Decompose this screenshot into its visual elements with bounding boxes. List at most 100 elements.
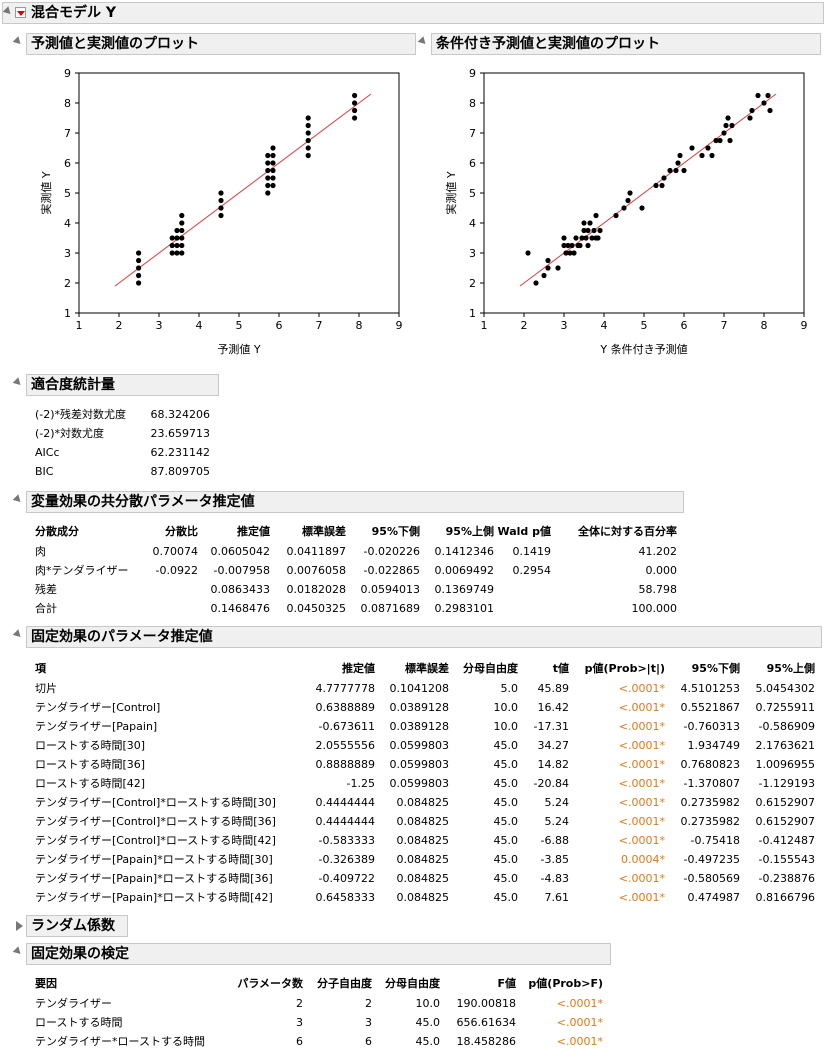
data-point[interactable] xyxy=(525,250,531,256)
data-point[interactable] xyxy=(587,220,593,226)
data-point[interactable] xyxy=(581,227,587,234)
data-point[interactable] xyxy=(659,182,665,189)
data-point[interactable] xyxy=(305,130,311,136)
data-point[interactable] xyxy=(218,205,224,211)
data-point[interactable] xyxy=(541,272,547,279)
data-point[interactable] xyxy=(270,182,276,189)
data-point[interactable] xyxy=(729,122,735,129)
disclosure-icon[interactable] xyxy=(12,494,24,505)
data-point[interactable] xyxy=(352,107,358,114)
data-point[interactable] xyxy=(589,235,595,241)
data-point[interactable] xyxy=(723,122,729,129)
data-point[interactable] xyxy=(174,242,180,249)
data-point[interactable] xyxy=(727,137,733,144)
data-point[interactable] xyxy=(717,137,723,144)
data-point[interactable] xyxy=(653,182,659,189)
data-point[interactable] xyxy=(174,227,180,234)
data-point[interactable] xyxy=(179,250,185,256)
data-point[interactable] xyxy=(270,145,276,151)
data-point[interactable] xyxy=(761,100,767,106)
data-point[interactable] xyxy=(136,265,142,271)
data-point[interactable] xyxy=(725,115,731,121)
data-point[interactable] xyxy=(627,190,633,196)
data-point[interactable] xyxy=(265,190,271,196)
data-point[interactable] xyxy=(218,212,224,219)
data-point[interactable] xyxy=(136,280,142,286)
data-point[interactable] xyxy=(305,122,311,129)
random-header[interactable]: ランダム係数 xyxy=(26,915,128,937)
data-point[interactable] xyxy=(721,130,727,136)
data-point[interactable] xyxy=(136,257,142,264)
data-point[interactable] xyxy=(305,115,311,121)
data-point[interactable] xyxy=(270,167,276,174)
disclosure-icon[interactable] xyxy=(417,36,429,47)
data-point[interactable] xyxy=(767,107,773,114)
data-point[interactable] xyxy=(705,145,711,151)
data-point[interactable] xyxy=(169,250,175,256)
data-point[interactable] xyxy=(747,115,753,121)
data-point[interactable] xyxy=(270,160,276,166)
data-point[interactable] xyxy=(673,167,679,174)
data-point[interactable] xyxy=(265,182,271,189)
data-point[interactable] xyxy=(265,152,271,159)
data-point[interactable] xyxy=(561,242,567,249)
data-point[interactable] xyxy=(179,235,185,241)
data-point[interactable] xyxy=(583,235,589,241)
data-point[interactable] xyxy=(613,212,619,219)
data-point[interactable] xyxy=(569,242,575,249)
data-point[interactable] xyxy=(265,175,271,181)
data-point[interactable] xyxy=(179,220,185,226)
data-point[interactable] xyxy=(265,160,271,166)
data-point[interactable] xyxy=(621,205,627,211)
red-triangle-menu-icon[interactable] xyxy=(15,7,26,18)
data-point[interactable] xyxy=(677,152,683,159)
data-point[interactable] xyxy=(545,265,551,271)
disclosure-icon[interactable] xyxy=(12,946,24,957)
data-point[interactable] xyxy=(709,152,715,159)
data-point[interactable] xyxy=(667,167,673,174)
data-point[interactable] xyxy=(577,242,583,249)
data-point[interactable] xyxy=(765,92,771,99)
data-point[interactable] xyxy=(179,242,185,249)
data-point[interactable] xyxy=(561,235,567,241)
data-point[interactable] xyxy=(565,242,571,249)
data-point[interactable] xyxy=(352,100,358,106)
data-point[interactable] xyxy=(174,235,180,241)
data-point[interactable] xyxy=(563,250,569,256)
data-point[interactable] xyxy=(136,250,142,256)
data-point[interactable] xyxy=(305,137,311,144)
data-point[interactable] xyxy=(749,107,755,114)
data-point[interactable] xyxy=(639,205,645,211)
data-point[interactable] xyxy=(675,160,681,166)
data-point[interactable] xyxy=(581,220,587,226)
data-point[interactable] xyxy=(305,152,311,159)
data-point[interactable] xyxy=(595,235,601,241)
data-point[interactable] xyxy=(681,167,687,174)
data-point[interactable] xyxy=(661,175,667,181)
data-point[interactable] xyxy=(597,227,603,234)
data-point[interactable] xyxy=(579,235,585,241)
disclosure-icon[interactable] xyxy=(12,36,24,47)
data-point[interactable] xyxy=(689,145,695,151)
data-point[interactable] xyxy=(174,250,180,256)
data-point[interactable] xyxy=(593,212,599,219)
data-point[interactable] xyxy=(270,175,276,181)
disclosure-icon[interactable] xyxy=(12,377,24,388)
data-point[interactable] xyxy=(573,235,579,241)
data-point[interactable] xyxy=(352,115,358,121)
data-point[interactable] xyxy=(585,227,591,234)
data-point[interactable] xyxy=(567,250,573,256)
data-point[interactable] xyxy=(179,227,185,234)
data-point[interactable] xyxy=(533,280,539,286)
disclosure-collapsed-icon[interactable] xyxy=(16,921,23,931)
data-point[interactable] xyxy=(591,227,597,234)
data-point[interactable] xyxy=(270,152,276,159)
data-point[interactable] xyxy=(571,250,577,256)
data-point[interactable] xyxy=(169,242,175,249)
data-point[interactable] xyxy=(713,137,719,144)
data-point[interactable] xyxy=(352,92,358,99)
disclosure-icon[interactable] xyxy=(12,629,24,640)
data-point[interactable] xyxy=(555,265,561,271)
data-point[interactable] xyxy=(265,167,271,174)
data-point[interactable] xyxy=(218,197,224,204)
